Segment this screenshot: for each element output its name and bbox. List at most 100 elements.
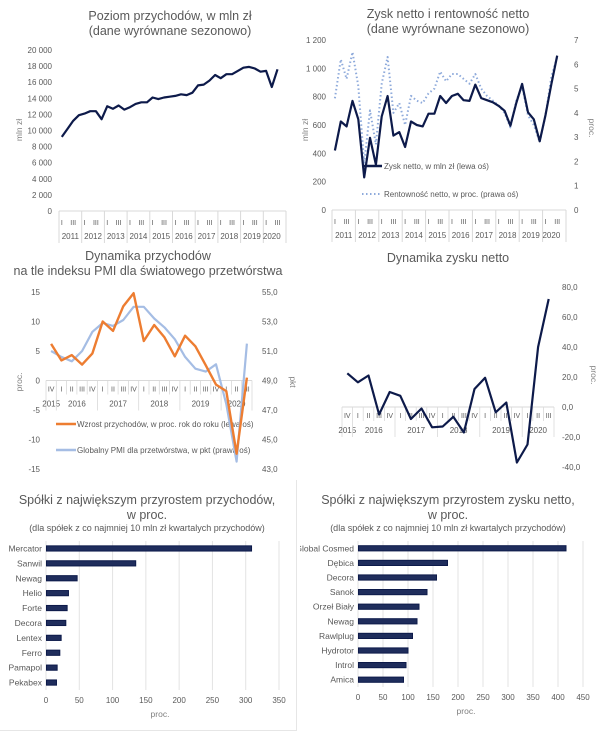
x-tick-year: 2011 bbox=[62, 232, 80, 241]
x-tick-quarter: III bbox=[184, 220, 190, 227]
y-tick-label-right: 0,0 bbox=[562, 403, 574, 412]
x-tick-quarter: IV bbox=[171, 387, 178, 394]
x-tick-quarter: III bbox=[419, 413, 425, 420]
y-tick-label: 10 000 bbox=[28, 127, 53, 136]
x-tick-year: 2011 bbox=[335, 231, 353, 240]
x-tick-label: 100 bbox=[106, 696, 120, 705]
legend-label-profit: Zysk netto, w mln zł (lewa oś) bbox=[384, 162, 489, 171]
x-tick-quarter: I bbox=[265, 220, 267, 227]
y-tick-label-left: 10 bbox=[31, 318, 40, 327]
x-tick-label: 0 bbox=[356, 693, 361, 702]
y-category-label: Sanwil bbox=[17, 558, 42, 568]
x-tick-quarter: I bbox=[129, 220, 131, 227]
y-category-label: Rawlplug bbox=[319, 631, 354, 641]
x-tick-year: 2017 bbox=[475, 231, 493, 240]
x-tick-year: 2019 bbox=[192, 400, 210, 409]
x-tick-quarter: I bbox=[106, 220, 108, 227]
y-tick-label-right: 2 bbox=[574, 157, 579, 166]
x-tick-quarter: II bbox=[494, 413, 498, 420]
chart-subtitle: (dla spółek z co najmniej 10 mln zł kwar… bbox=[330, 523, 566, 533]
x-tick-quarter: III bbox=[70, 220, 76, 227]
x-tick-quarter: I bbox=[357, 413, 359, 420]
x-tick-year: 2015 bbox=[338, 426, 356, 435]
bar bbox=[358, 559, 448, 567]
y-category-label: Hydrotor bbox=[321, 646, 354, 656]
x-tick-year: 2015 bbox=[152, 232, 170, 241]
x-tick-quarter: I bbox=[498, 219, 500, 226]
y-tick-label-left: -5 bbox=[33, 406, 41, 415]
profit-dynamics-chart-svg: Dynamika zysku netto proc. -40,0 -20,0 0,0… bbox=[338, 251, 599, 472]
x-tick-quarter: III bbox=[116, 220, 122, 227]
x-tick-quarter: I bbox=[152, 220, 154, 227]
bar bbox=[46, 619, 67, 627]
x-tick-quarter: III bbox=[93, 220, 99, 227]
chart-subtitle: na tle indeksu PMI dla światowego przetw… bbox=[14, 264, 283, 278]
y-tick-label: 16 000 bbox=[28, 78, 53, 87]
y-category-label: Newag bbox=[16, 573, 43, 583]
x-tick-year: 2019 bbox=[492, 426, 510, 435]
x-tick-year: 2012 bbox=[358, 231, 376, 240]
y-tick-label: 20 000 bbox=[28, 46, 53, 55]
chart-title: Spółki z największym przyrostem przychod… bbox=[19, 493, 275, 507]
x-tick-quarter: I bbox=[220, 220, 222, 227]
y-category-label: Pamapol bbox=[8, 663, 42, 673]
x-tick-label: 400 bbox=[551, 693, 565, 702]
x-tick-year: 2014 bbox=[405, 231, 423, 240]
top-profit-growth-chart-svg: Spółki z największym przyrostem zysku ne… bbox=[300, 493, 590, 716]
bar bbox=[46, 575, 78, 582]
x-tick-quarter: III bbox=[376, 413, 382, 420]
x-tick-label: 150 bbox=[426, 693, 440, 702]
y-axis-label-left: proc. bbox=[14, 373, 24, 392]
bar bbox=[358, 545, 567, 552]
revenue-dynamics-chart-svg: Dynamika przychodów na tle indeksu PMI d… bbox=[14, 249, 298, 474]
chart-title: Zysk netto i rentowność netto bbox=[367, 7, 530, 21]
y-category-label: Mercator bbox=[8, 543, 42, 553]
bar bbox=[46, 679, 57, 686]
x-tick-year: 2020 bbox=[263, 232, 281, 241]
x-tick-quarter: III bbox=[244, 387, 250, 394]
y-category-label: Decora bbox=[327, 573, 355, 583]
y-axis-label-right: proc. bbox=[589, 366, 599, 385]
y-tick-label-right: 51,0 bbox=[262, 347, 278, 356]
x-tick-quarter: III bbox=[161, 220, 167, 227]
y-tick-label-right: 7 bbox=[574, 36, 579, 45]
y-tick-label-left: -10 bbox=[28, 436, 40, 445]
x-tick-quarter: II bbox=[235, 387, 239, 394]
x-tick-label: 350 bbox=[272, 696, 286, 705]
x-tick-quarter: III bbox=[344, 219, 350, 226]
pmi-line bbox=[50, 305, 248, 463]
bar bbox=[46, 604, 68, 612]
y-category-label: Forte bbox=[22, 603, 42, 613]
y-tick-label-right: 1 bbox=[574, 182, 579, 191]
x-tick-quarter: III bbox=[554, 219, 560, 226]
y-tick-label-right: 55,0 bbox=[262, 288, 278, 297]
x-tick-quarter: IV bbox=[48, 387, 55, 394]
x-tick-quarter: III bbox=[138, 220, 144, 227]
y-category-label: Amica bbox=[330, 675, 354, 685]
bar bbox=[358, 676, 404, 683]
y-tick-label: 14 000 bbox=[28, 94, 53, 103]
top-revenue-growth-chart: Spółki z największym przyrostem przychod… bbox=[0, 480, 297, 731]
x-tick-year: 2015 bbox=[428, 231, 446, 240]
x-tick-quarter: I bbox=[334, 219, 336, 226]
y-category-label: Lentex bbox=[16, 633, 42, 643]
y-tick-label: 2 000 bbox=[32, 191, 53, 200]
x-tick-quarter: IV bbox=[429, 413, 436, 420]
x-tick-quarter: IV bbox=[344, 413, 351, 420]
x-tick-quarter: I bbox=[102, 387, 104, 394]
y-axis-label-right: proc. bbox=[587, 119, 597, 138]
y-tick-label-right: 20,0 bbox=[562, 373, 578, 382]
profit-dynamics-chart: Dynamika zysku netto proc. -40,0 -20,0 0,0… bbox=[300, 245, 600, 477]
x-tick-year: 2019 bbox=[243, 232, 261, 241]
bar bbox=[46, 590, 69, 597]
y-category-label: Dębica bbox=[328, 558, 355, 568]
x-tick-year: 2017 bbox=[198, 232, 216, 241]
x-tick-year: 2012 bbox=[84, 232, 102, 241]
x-tick-quarter: III bbox=[508, 219, 514, 226]
y-axis-label: mln zł bbox=[14, 119, 24, 141]
bar bbox=[358, 632, 413, 640]
revenue-level-chart-svg: Poziom przychodów, w mln zł (dane wyrówn… bbox=[14, 9, 287, 243]
y-tick-label-left: 15 bbox=[31, 288, 40, 297]
x-tick-quarter: I bbox=[60, 387, 62, 394]
x-tick-quarter: I bbox=[521, 219, 523, 226]
